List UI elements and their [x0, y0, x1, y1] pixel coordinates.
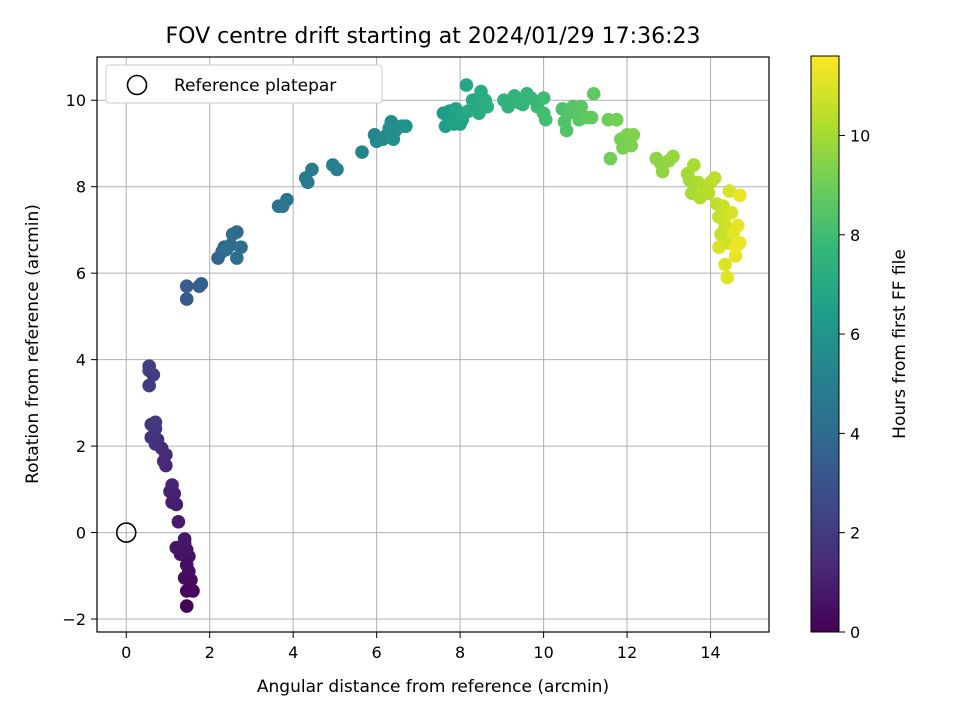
legend: Reference platepar: [105, 64, 383, 104]
data-point: [480, 99, 495, 114]
y-tick-label: 2: [76, 437, 86, 456]
data-point: [536, 91, 551, 105]
x-tick-label: 12: [617, 643, 637, 662]
data-point: [230, 251, 244, 265]
y-tick-label: 10: [66, 91, 86, 110]
colorbar: [810, 55, 840, 633]
y-axis-label: Rotation from reference (arcmin): [23, 204, 43, 484]
data-point: [330, 162, 344, 177]
data-point: [586, 86, 601, 101]
data-point: [730, 218, 745, 233]
data-point: [280, 192, 294, 207]
data-point: [305, 162, 319, 177]
colorbar-label: Hours from first FF file: [890, 249, 910, 439]
data-point: [609, 112, 624, 127]
y-tick-label: 8: [76, 178, 86, 197]
colorbar-tick-label: 6: [850, 325, 860, 344]
data-point: [720, 270, 735, 285]
data-point: [142, 378, 156, 393]
y-tick-label: −2: [62, 610, 86, 629]
data-point: [179, 584, 194, 598]
x-tick-label: 2: [205, 643, 215, 662]
data-point: [355, 145, 369, 159]
data-point: [399, 119, 413, 133]
data-point: [179, 599, 194, 613]
data-point: [142, 359, 156, 373]
data-point: [712, 240, 726, 255]
data-point: [624, 138, 639, 153]
x-tick-label: 6: [372, 643, 382, 662]
data-point: [584, 110, 599, 125]
colorbar-tick-label: 8: [850, 226, 860, 245]
plot-frame: [96, 56, 770, 633]
data-point: [655, 164, 670, 179]
data-point: [732, 188, 747, 203]
data-point: [219, 242, 234, 257]
colorbar-tick-label: 4: [850, 424, 860, 443]
x-axis-ticks: 0 2 4 6 8 10 12 14: [121, 632, 721, 662]
x-tick-label: 4: [288, 643, 298, 662]
x-tick-label: 14: [700, 643, 720, 662]
data-point: [179, 279, 194, 293]
legend-marker: [126, 74, 148, 96]
y-tick-label: 6: [76, 264, 86, 283]
data-point: [300, 175, 315, 190]
colorbar-tick-label: 2: [850, 524, 860, 543]
legend-box: [105, 64, 383, 104]
colorbar-tick-label: 10: [850, 126, 870, 145]
data-point: [148, 415, 163, 430]
data-point: [728, 240, 743, 255]
data-point: [501, 99, 515, 114]
data-point: [165, 478, 179, 492]
data-point: [666, 149, 680, 164]
data-point: [459, 78, 474, 92]
y-axis-ticks: −2 0 2 4 6 8 10: [62, 91, 97, 629]
x-tick-label: 0: [121, 643, 131, 662]
data-point: [718, 257, 732, 272]
data-point: [538, 112, 553, 127]
x-tick-label: 10: [533, 643, 553, 662]
data-point: [230, 225, 244, 239]
y-tick-label: 4: [76, 351, 86, 370]
reference-point-marker: [115, 522, 137, 543]
data-points: [142, 78, 747, 613]
data-point: [559, 123, 574, 138]
grid-lines: [97, 57, 769, 632]
y-tick-label: 0: [76, 524, 86, 543]
data-point: [234, 240, 248, 255]
colorbar-ticks: 0 2 4 6 8 10: [839, 126, 870, 642]
data-point: [603, 151, 618, 166]
x-axis-label: Angular distance from reference (arcmin): [257, 677, 609, 697]
data-point: [701, 186, 716, 200]
data-point: [177, 532, 192, 546]
data-point: [574, 99, 588, 114]
data-point: [724, 205, 739, 220]
data-point: [179, 292, 194, 306]
chart-title: FOV centre drift starting at 2024/01/29 …: [166, 24, 701, 49]
colorbar-tick-label: 0: [850, 623, 860, 642]
data-point: [171, 514, 186, 529]
x-tick-label: 8: [455, 643, 465, 662]
data-point: [626, 128, 641, 142]
data-point: [687, 158, 701, 172]
data-point: [194, 277, 209, 291]
data-point: [722, 184, 737, 198]
legend-label: Reference platepar: [174, 76, 336, 96]
data-point: [707, 171, 722, 185]
